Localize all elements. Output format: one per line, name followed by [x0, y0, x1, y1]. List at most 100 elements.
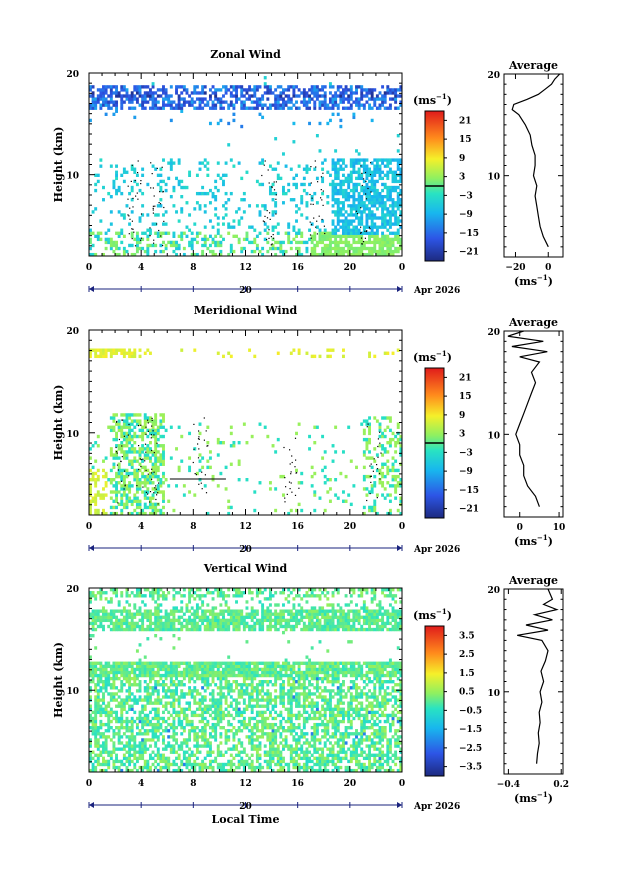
- heat-cell: [386, 106, 390, 110]
- heat-cell: [368, 508, 371, 513]
- heat-cell: [378, 738, 382, 742]
- heat-cell: [250, 710, 254, 715]
- heat-cell: [328, 750, 332, 754]
- heat-cell: [373, 484, 377, 488]
- heat-cell: [169, 85, 173, 89]
- heat-cell: [368, 759, 371, 764]
- heat-cell: [143, 716, 147, 721]
- heat-cell: [349, 768, 353, 773]
- heat-cell: [255, 753, 259, 757]
- heat-cell: [375, 759, 379, 764]
- heat-cell: [148, 701, 152, 705]
- heat-cell: [274, 735, 278, 739]
- heat-cell: [151, 243, 155, 248]
- heat-cell: [112, 103, 116, 107]
- heat-cell: [355, 185, 358, 190]
- heat-cell: [315, 201, 319, 205]
- heat-cell: [355, 729, 358, 733]
- heat-cell: [349, 704, 353, 708]
- heat-cell: [104, 237, 108, 242]
- heat-cell: [115, 511, 118, 516]
- heat-cell: [248, 225, 252, 229]
- heat-cell: [336, 94, 340, 98]
- heat-cell: [172, 701, 176, 705]
- heat-cell: [334, 91, 338, 95]
- heat-cell: [318, 716, 322, 721]
- heat-cell: [305, 753, 309, 757]
- heat-cell: [154, 422, 158, 426]
- heat-cell: [381, 416, 385, 420]
- heat-cell: [214, 704, 218, 708]
- heat-cell: [96, 710, 100, 715]
- heat-cell: [138, 103, 142, 107]
- heat-cell: [328, 91, 332, 95]
- heat-cell: [300, 713, 304, 718]
- heat-cell: [235, 94, 238, 98]
- heat-cell: [373, 722, 377, 727]
- heat-cell: [282, 768, 285, 773]
- heat-cell: [120, 434, 124, 439]
- heat-cell: [396, 441, 400, 445]
- heat-cell: [115, 94, 118, 98]
- heat-cell: [128, 704, 132, 708]
- heat-cell: [360, 176, 364, 181]
- heat-cell: [182, 753, 186, 757]
- heat-cell: [355, 188, 358, 193]
- heat-cell: [274, 738, 278, 742]
- heat-cell: [268, 732, 272, 736]
- heat-cell: [96, 478, 100, 482]
- heat-cell: [242, 750, 246, 754]
- heat-cell: [94, 173, 98, 177]
- heat-cell: [214, 185, 218, 190]
- heat-cell: [130, 499, 134, 503]
- heat-cell: [302, 710, 306, 715]
- heat-cell: [360, 97, 364, 101]
- heat-cell: [138, 434, 142, 439]
- heat-cell: [248, 97, 252, 101]
- heat-cell: [313, 738, 317, 742]
- heat-cell: [141, 722, 145, 727]
- heat-cell: [360, 713, 364, 718]
- heat-cell: [141, 425, 145, 429]
- heat-cell: [274, 240, 278, 245]
- heat-cell: [162, 704, 165, 708]
- heat-cell: [297, 207, 301, 211]
- heat-cell: [156, 444, 160, 448]
- heat-cell: [99, 493, 103, 497]
- heat-cell: [355, 198, 358, 202]
- heat-cell: [112, 744, 116, 748]
- heat-cell: [120, 707, 124, 711]
- heat-cell: [370, 176, 374, 181]
- heat-cell: [177, 713, 181, 718]
- heat-cell: [339, 213, 343, 217]
- heat-cell: [154, 722, 158, 727]
- heat-cell: [394, 744, 398, 748]
- heat-cell: [255, 243, 259, 248]
- heat-cell: [120, 716, 124, 721]
- heat-cell: [347, 249, 351, 254]
- heat-cell: [151, 422, 155, 426]
- heat-cell: [141, 85, 145, 89]
- heat-cell: [375, 164, 379, 168]
- heat-cell: [99, 91, 103, 95]
- heat-cell: [375, 237, 379, 242]
- heat-cell: [159, 716, 163, 721]
- heat-cell: [255, 719, 259, 724]
- heat-cell: [297, 231, 301, 235]
- heat-cell: [219, 741, 223, 745]
- heat-cell: [120, 726, 124, 730]
- heat-cell: [391, 719, 395, 724]
- heat-cell: [104, 103, 108, 107]
- heat-cell: [151, 462, 155, 466]
- heat-cell: [318, 237, 322, 242]
- heat-cell: [141, 738, 145, 742]
- heat-cell: [146, 434, 150, 439]
- heat-cell: [268, 741, 272, 745]
- heat-cell: [305, 750, 309, 754]
- heat-cell: [214, 707, 218, 711]
- heat-cell: [135, 756, 139, 761]
- heat-cell: [206, 425, 210, 429]
- heat-cell: [323, 228, 327, 232]
- heat-cell: [383, 416, 387, 420]
- heat-cell: [151, 762, 155, 767]
